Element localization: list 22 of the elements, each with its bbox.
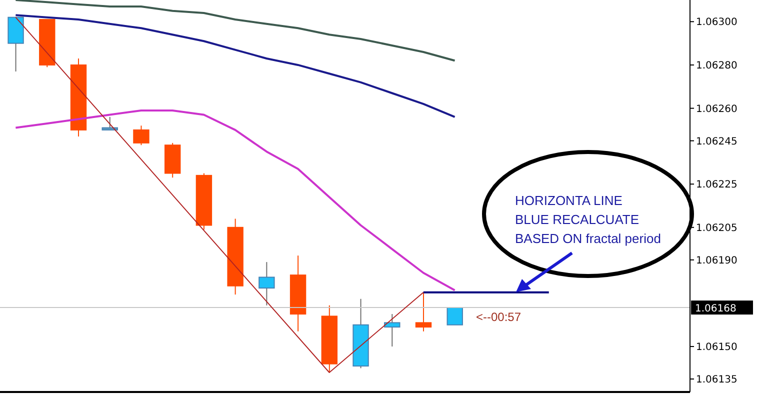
annotation: <--00:57 xyxy=(476,310,522,324)
y-tick-label: 1.06150 xyxy=(696,342,738,354)
y-tick-label: 1.06225 xyxy=(696,180,738,191)
y-tick-label: 1.06135 xyxy=(696,374,738,386)
line-series xyxy=(14,109,456,292)
line-series xyxy=(14,14,456,118)
candlestick xyxy=(258,262,275,306)
line-series xyxy=(14,0,456,62)
candlestick xyxy=(133,125,150,146)
y-tick-label: 1.06190 xyxy=(696,255,738,266)
y-tick-label: 1.06205 xyxy=(696,222,738,234)
annotation: HORIZONTA LINE xyxy=(515,193,623,208)
y-tick-label: 1.06280 xyxy=(696,60,738,72)
y-tick-label: 1.06260 xyxy=(696,104,738,115)
annotation: BLUE RECALCUATE xyxy=(515,212,640,227)
annotation: BASED ON fractal period xyxy=(515,231,661,246)
y-tick-label: 1.06245 xyxy=(696,136,738,148)
candlestick xyxy=(446,307,463,326)
y-tick-label: 1.06300 xyxy=(696,17,738,28)
candlestick xyxy=(415,292,432,332)
ref-line-label: 1.06168 xyxy=(695,304,736,315)
candlestick xyxy=(384,314,400,348)
